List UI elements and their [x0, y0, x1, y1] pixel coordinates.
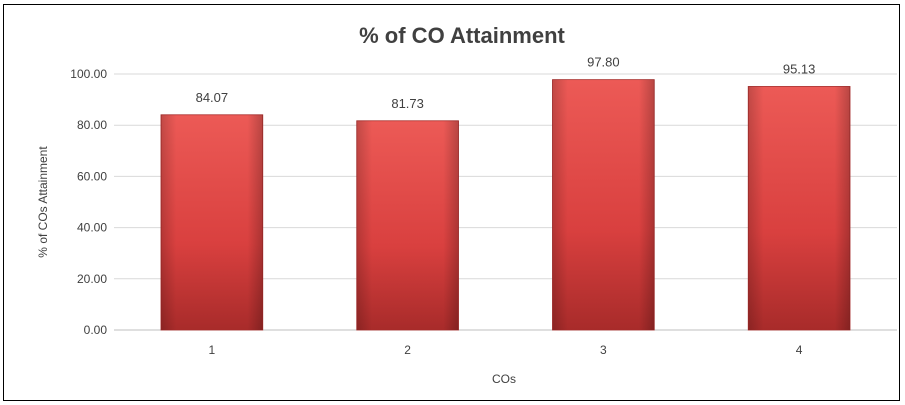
data-label: 84.07 — [196, 90, 229, 105]
y-axis-title: % of COs Attainment — [36, 146, 50, 258]
y-tick-label: 100.00 — [70, 67, 107, 81]
y-tick-label: 20.00 — [77, 272, 107, 286]
x-axis-title: COs — [492, 372, 516, 386]
data-label: 95.13 — [783, 61, 816, 76]
x-axis-ticks: 1 2 3 4 — [209, 343, 803, 357]
bar-shading — [356, 120, 459, 330]
chart-title: % of CO Attainment — [359, 23, 565, 48]
y-tick-label: 60.00 — [77, 169, 107, 183]
bars: 84.07 81.73 97.80 95.13 — [160, 55, 851, 331]
x-tick-label: 2 — [404, 343, 411, 357]
data-label: 97.80 — [587, 55, 620, 70]
y-axis-ticks: 0.00 20.00 40.00 60.00 80.00 100.00 — [70, 67, 107, 337]
x-tick-label: 3 — [600, 343, 607, 357]
bar-shading — [160, 114, 263, 331]
bar-shading — [748, 86, 851, 331]
x-tick-label: 4 — [796, 343, 803, 357]
y-tick-label: 40.00 — [77, 221, 107, 235]
y-tick-label: 80.00 — [77, 118, 107, 132]
data-label: 81.73 — [391, 96, 424, 111]
bar-shading — [552, 79, 655, 330]
x-tick-label: 1 — [209, 343, 216, 357]
y-tick-label: 0.00 — [84, 323, 108, 337]
